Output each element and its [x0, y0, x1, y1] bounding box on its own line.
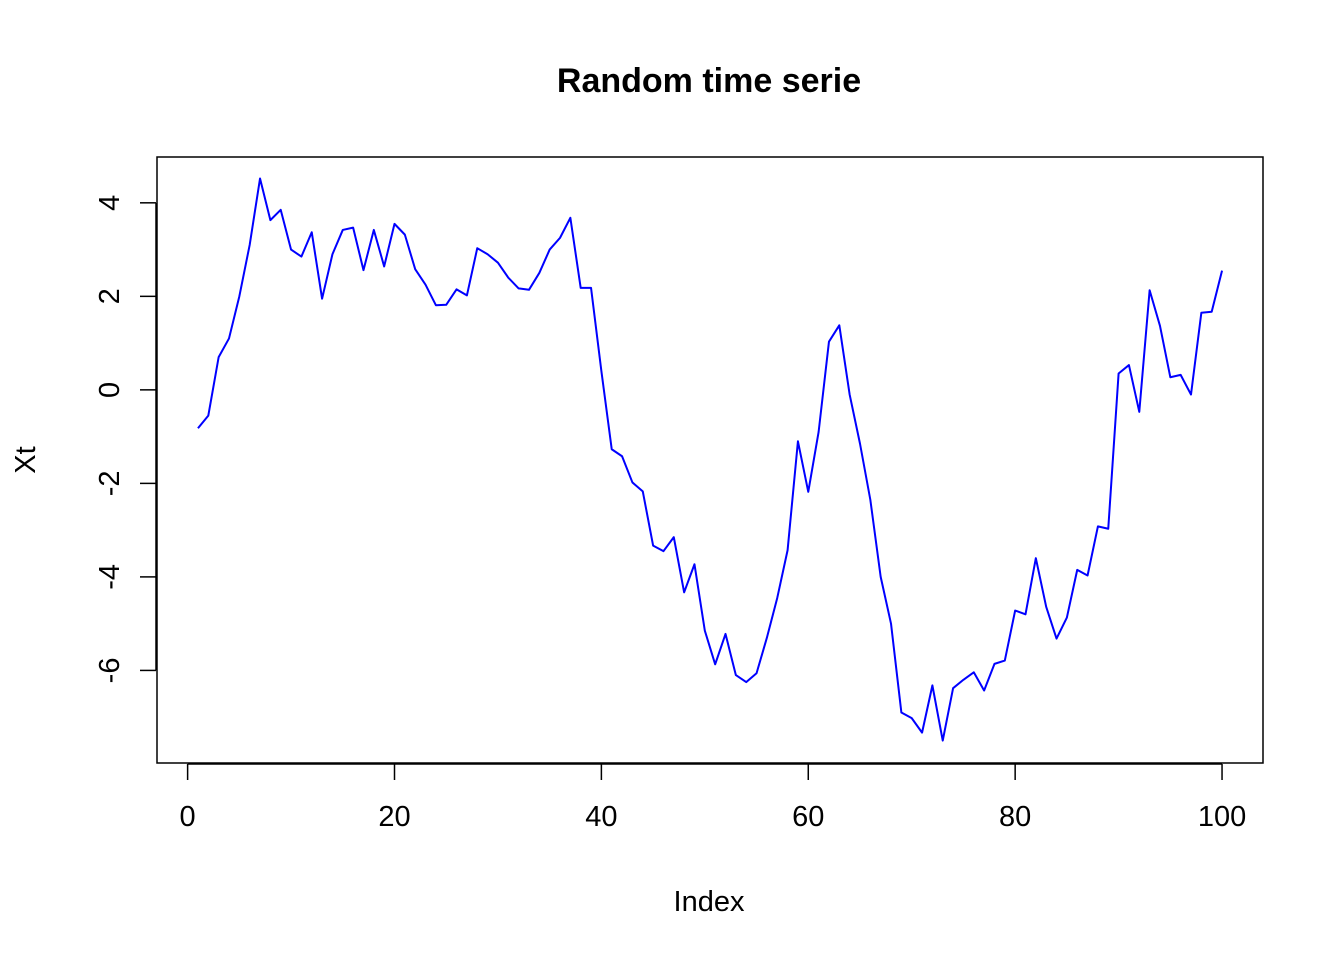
series-layer	[197, 177, 1224, 742]
y-axis-label: Xt	[10, 446, 42, 473]
y-tick-label: 2	[94, 288, 126, 304]
series-line	[197, 177, 1224, 742]
chart-title: Random time serie	[557, 62, 861, 100]
y-tick-label: -4	[94, 564, 126, 590]
x-tick-label: 20	[378, 801, 410, 833]
plot-box	[156, 156, 1264, 764]
y-tick-label: 4	[94, 195, 126, 211]
y-tick-label: -6	[94, 658, 126, 684]
y-tick-label: -2	[94, 470, 126, 496]
x-tick-label: 80	[999, 801, 1031, 833]
x-axis: 0 20 40 60 80 100	[180, 763, 1246, 833]
y-tick-label: 0	[94, 382, 126, 398]
y-axis: -6 -4 -2 0 2 4	[94, 195, 157, 684]
x-tick-label: 40	[585, 801, 617, 833]
x-axis-label: Index	[674, 886, 745, 918]
x-tick-label: 0	[180, 801, 196, 833]
x-tick-label: 60	[792, 801, 824, 833]
x-tick-label: 100	[1198, 801, 1246, 833]
